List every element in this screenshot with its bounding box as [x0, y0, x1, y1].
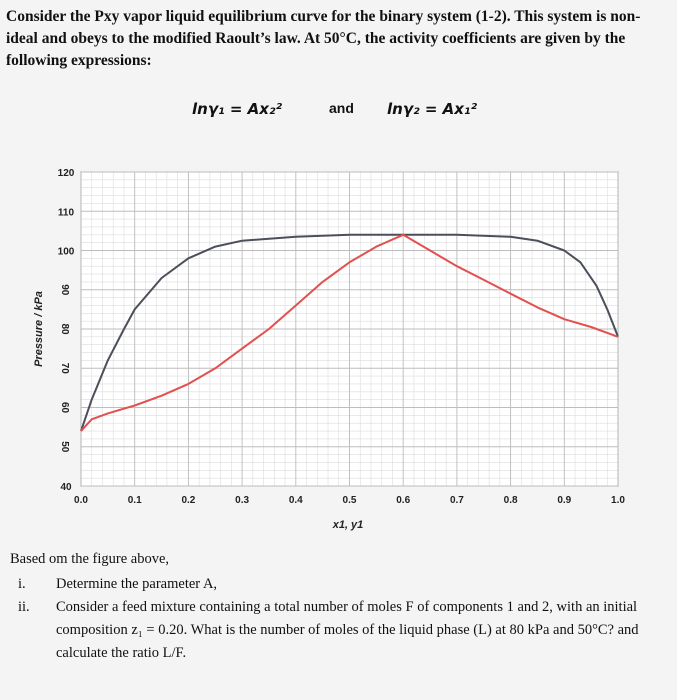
question-text: Determine the parameter A,	[56, 576, 218, 592]
y-axis-label: Pressure / kPa	[33, 291, 45, 367]
x-tick-label: 0.9	[557, 495, 571, 506]
question-item: ii. Consider a feed mixture containing a…	[10, 596, 670, 665]
y-tick-label: 70	[59, 363, 70, 375]
question-number: ii.	[18, 599, 30, 615]
x-tick-label: 1.0	[611, 495, 625, 506]
pxy-chart: 0.0 0.1 0.2 0.3 0.4 0.5 0.6 0.7 0.8 0.9 1.0 40 50 60…	[0, 148, 677, 540]
x-tick-label: 0.7	[450, 495, 464, 506]
x-tick-label: 0.2	[181, 495, 195, 506]
x-tick-label: 0.0	[74, 495, 88, 506]
dew-curve-line	[80, 233, 619, 432]
y-tick-label: 90	[59, 284, 70, 296]
question-text: Consider a feed mixture containing a tot…	[56, 599, 639, 661]
questions-section: Based om the figure above, i. Determine …	[10, 548, 670, 665]
y-tick-label: 100	[58, 247, 75, 258]
y-tick-label: 50	[59, 441, 70, 453]
pxy-chart-svg: 0.0 0.1 0.2 0.3 0.4 0.5 0.6 0.7 0.8 0.9 1.0 40 50 60…	[0, 148, 677, 540]
question-list: i. Determine the parameter A, ii. Consid…	[10, 573, 670, 665]
x-tick-labels: 0.0 0.1 0.2 0.3 0.4 0.5 0.6 0.7 0.8 0.9 1.0	[74, 495, 625, 506]
y-tick-label: 40	[60, 482, 72, 493]
equation-gamma1: lnγ₁ = Ax₂²	[192, 100, 283, 118]
bubble-curve-line	[80, 233, 619, 432]
x-tick-label: 0.1	[128, 495, 142, 506]
y-tick-label: 80	[59, 323, 70, 335]
series-layer	[80, 233, 619, 432]
problem-intro: Consider the Pxy vapor liquid equilibriu…	[6, 8, 641, 69]
major-grid	[80, 171, 619, 487]
equation-gamma2: lnγ₂ = Ax₁²	[387, 100, 478, 118]
y-tick-label: 110	[58, 207, 75, 218]
question-number: i.	[18, 576, 26, 592]
y-tick-label: 120	[58, 168, 75, 179]
x-tick-label: 0.4	[289, 495, 303, 506]
x-tick-label: 0.8	[504, 495, 518, 506]
y-tick-labels: 40 50 60 70 80 90 100 110 120	[58, 168, 75, 493]
x-tick-label: 0.3	[235, 495, 249, 506]
questions-lead: Based om the figure above,	[10, 551, 170, 567]
x-tick-label: 0.6	[396, 495, 410, 506]
x-tick-label: 0.5	[343, 495, 357, 506]
question-item: i. Determine the parameter A,	[10, 573, 670, 596]
equation-connector: and	[329, 100, 354, 116]
y-tick-label: 60	[59, 402, 70, 414]
activity-coefficient-equations: lnγ₁ = Ax₂² and lnγ₂ = Ax₁²	[0, 100, 677, 126]
x-axis-label: x1, y1	[332, 519, 364, 531]
